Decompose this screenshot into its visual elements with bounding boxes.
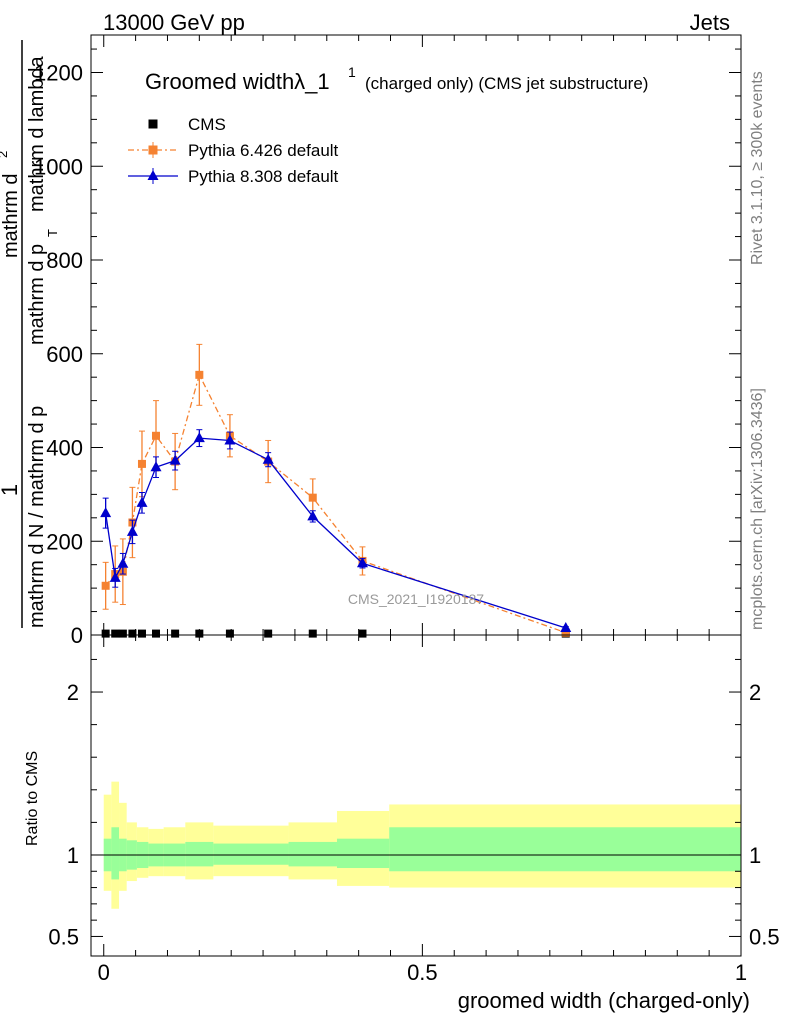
main-panel: 0 200 400 600 800 1000 1200 [34,34,742,648]
data-point [561,628,570,637]
data-point [128,629,137,638]
data-point [101,629,110,638]
ratio-stat-band [246,843,289,865]
title-sup: 1 [348,64,356,80]
ratio-tick-label-right: 0.5 [749,924,780,949]
ratio-tick-label-right: 2 [749,680,761,705]
data-point [109,571,121,582]
legend-label: Pythia 8.308 default [188,167,339,186]
ratio-stat-band [389,827,741,872]
header-left: 13000 GeV pp [103,10,245,35]
data-point [150,461,162,472]
data-point [137,459,146,468]
ratio-stat-band [185,841,214,867]
data-point [262,453,274,464]
data-point [118,629,127,638]
data-point [101,581,110,590]
ratio-tick-label: 2 [67,680,79,705]
ylabel-bottom-den: mathrm d p [26,244,48,345]
legend-marker [147,170,159,180]
data-point [308,629,317,638]
legend-item: CMS [148,115,226,134]
data-point [136,496,148,507]
ylabel-sup-n: 2 [0,151,10,158]
y-tick-label: 200 [46,529,83,554]
data-point [356,557,368,568]
title-suffix: (charged only) (CMS jet substructure) [365,74,648,93]
y-tick-label: 600 [46,342,83,367]
data-point [126,525,138,536]
ylabel-top-den: mathrm d N / mathrm d p [26,406,48,628]
ylabel-top-num: 1 [0,484,22,496]
data-point [117,557,129,568]
data-point [169,454,181,465]
ratio-stat-band [336,838,390,869]
data-point [152,629,160,638]
ratio-stat-band [111,827,120,880]
data-point [111,629,120,638]
ylabel-bottom-num: mathrm d [0,174,22,258]
ylabel-bottom-tail: mathrm d lambda [26,56,48,212]
y-axis-label: 1 mathrm d N / mathrm d p mathrm d 2 mat… [0,40,60,628]
legend-label: CMS [188,115,226,134]
legend-label: Pythia 6.426 default [188,141,339,160]
data-point [171,629,180,638]
x-tick-label: 1 [735,960,747,985]
data-point [560,621,572,632]
legend-item: Pythia 8.308 default [128,167,339,186]
y-tick-label: 0 [71,623,83,648]
legend-marker [148,145,158,155]
legend: CMS Pythia 6.426 default Pythia 8.308 defa… [128,115,339,186]
data-point [224,434,236,445]
ratio-y-axis-label: Ratio to CMS [24,751,41,846]
ratio-stat-band [288,841,337,867]
data-point [195,370,204,379]
side-label-rivet: Rivet 3.1.10, ≥ 300k events [749,71,766,265]
ratio-tick-label: 1 [67,843,79,868]
watermark: CMS_2021_I1920187 [348,591,484,607]
y-tick-label: 400 [46,436,83,461]
ratio-stat-band [213,843,247,865]
x-tick-label: 0.5 [407,960,438,985]
y-tick-label: 800 [46,248,83,273]
ylabel-sub-t: T [45,229,60,237]
y-tick-label: 1200 [34,61,83,86]
data-point [193,432,205,443]
title-main: Groomed widthλ_1 [145,69,330,94]
ratio-frame [90,634,742,957]
side-label-mcplots: mcplots.cern.ch [arXiv:1306.3436] [749,388,766,630]
data-point [307,510,319,521]
data-point [264,629,273,638]
data-point [137,629,146,638]
series-2 [100,429,572,632]
data-point [100,507,112,518]
x-tick-label: 0 [98,960,110,985]
y-tick-label: 1000 [34,154,83,179]
data-point [308,493,317,502]
data-point [225,629,234,638]
ratio-panel: 0.5 0.5 1 1 2 2 [48,634,780,957]
data-point [358,629,367,638]
legend-item: Pythia 6.426 default [128,141,339,160]
header-right: Jets [690,10,730,35]
ratio-tick-label-right: 1 [749,843,761,868]
legend-marker [148,119,158,129]
x-axis-label: groomed width (charged-only) [458,988,750,1013]
ratio-tick-label: 0.5 [48,924,79,949]
chart-title: Groomed widthλ_1 1 (charged only) (CMS j… [145,64,648,94]
data-point [152,431,160,440]
